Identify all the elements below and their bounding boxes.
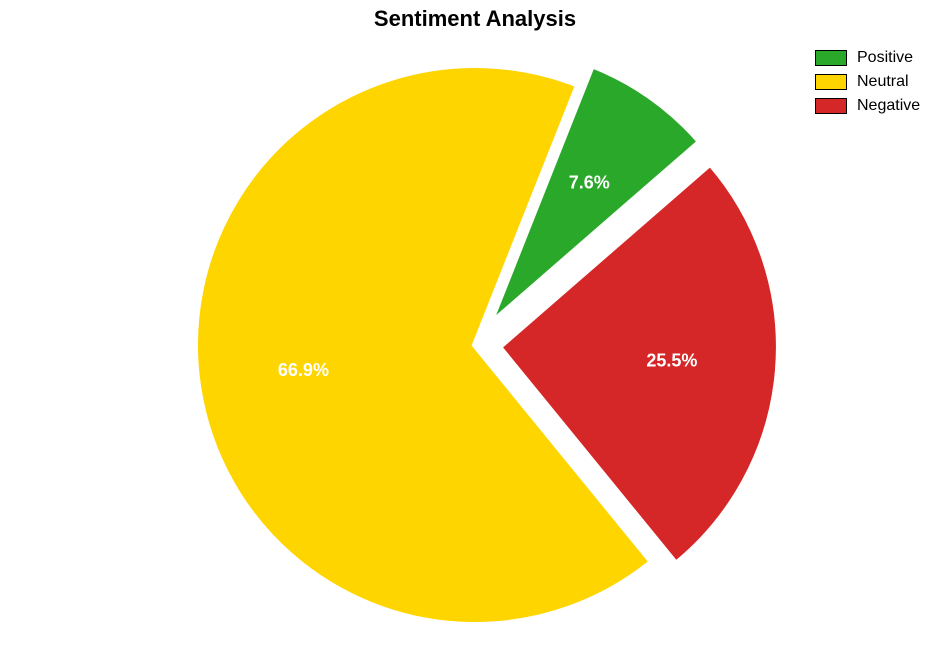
legend-label-negative: Negative [857, 97, 920, 115]
pie-chart: 25.5% 66.9% 7.6% [0, 0, 950, 662]
chart-container: Sentiment Analysis 25.5%66.9%7.6% Positi… [0, 0, 950, 662]
legend-label-positive: Positive [857, 49, 913, 67]
pie-slice-label-neutral: 66.9% [278, 360, 329, 380]
legend-swatch-positive [815, 50, 847, 66]
pie-slice-label-positive: 7.6% [569, 173, 610, 193]
legend-item-neutral: Neutral [815, 70, 920, 94]
legend: Positive Neutral Negative [815, 46, 920, 118]
legend-item-negative: Negative [815, 94, 920, 118]
pie-slice-label-negative: 25.5% [646, 351, 697, 371]
legend-swatch-neutral [815, 74, 847, 90]
legend-label-neutral: Neutral [857, 73, 909, 91]
legend-swatch-negative [815, 98, 847, 114]
legend-item-positive: Positive [815, 46, 920, 70]
